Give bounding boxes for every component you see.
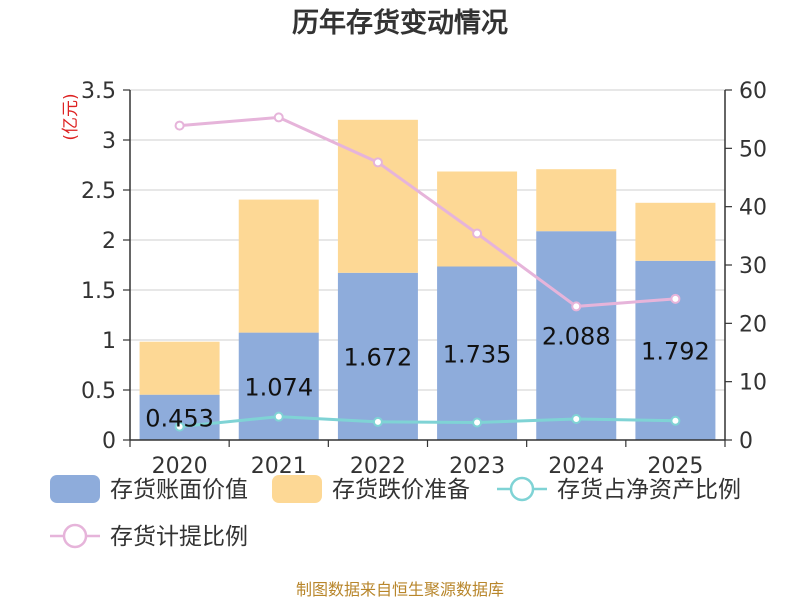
right-axis-tick-label: 60 <box>739 79 767 104</box>
bar-impairment-provision <box>437 171 518 267</box>
legend-provision-ratio-label: 存货计提比例 <box>110 524 248 550</box>
bar-book-value <box>238 332 319 440</box>
provision-ratio-point <box>174 120 185 131</box>
legend-book-value-swatch <box>50 475 100 503</box>
x-axis-tick-label: 2022 <box>350 454 406 479</box>
left-axis-tick-label: 2.5 <box>81 179 116 204</box>
right-axis-tick-label: 50 <box>739 137 767 162</box>
net-asset-ratio-line <box>179 415 676 429</box>
bar-impairment-provision <box>536 169 617 232</box>
legend-provision-ratio-marker <box>62 523 88 549</box>
bar-value-label: 1.792 <box>641 337 710 365</box>
bar-impairment-provision <box>635 202 716 261</box>
bar-book-value <box>536 231 617 440</box>
provision-ratio-point <box>670 293 681 304</box>
provision-ratio-point <box>571 301 582 312</box>
left-axis-tick-label: 1.5 <box>81 279 116 304</box>
bar-layer <box>139 119 716 440</box>
left-axis-unit-label: (亿元) <box>61 93 81 140</box>
bar-value-label: 2.088 <box>542 323 611 351</box>
bar-impairment-provision <box>238 199 319 333</box>
right-axis-tick-label: 30 <box>739 254 767 279</box>
bar-book-value <box>337 272 418 440</box>
legend-net-asset-ratio-label: 存货占净资产比例 <box>557 477 741 503</box>
x-axis-tick-label: 2025 <box>647 454 703 479</box>
left-axis-tick-label: 2 <box>102 229 116 254</box>
net-asset-ratio-point <box>472 417 483 428</box>
net-asset-ratio-point <box>571 414 582 424</box>
left-axis-tick-label: 0 <box>102 429 116 454</box>
source-note: 制图数据来自恒生聚源数据库 <box>296 580 504 599</box>
net-asset-ratio-point <box>174 421 185 432</box>
net-asset-ratio-point <box>273 411 284 422</box>
net-asset-ratio-point <box>670 415 681 426</box>
bar-impairment-provision <box>337 119 418 273</box>
chart-title: 历年存货变动情况 <box>292 7 508 39</box>
bar-book-value <box>635 260 716 440</box>
legend-impairment-provision-label: 存货跌价准备 <box>332 477 470 503</box>
bar-book-value <box>139 394 220 440</box>
left-axis-tick-label: 1 <box>102 329 116 354</box>
net-asset-ratio-point <box>372 416 383 427</box>
left-axis-tick-label: 3.5 <box>81 79 116 104</box>
left-axis-tick-label: 3 <box>102 129 116 154</box>
right-axis-tick-label: 40 <box>739 196 767 221</box>
right-axis-tick-label: 0 <box>739 429 753 454</box>
x-axis-tick-label: 2024 <box>548 454 604 479</box>
bar-book-value <box>437 266 518 440</box>
provision-ratio-point <box>273 112 284 123</box>
legend-impairment-provision-swatch <box>272 475 322 503</box>
gridlines <box>130 89 725 391</box>
x-axis-tick-label: 2020 <box>152 454 208 479</box>
legend-book-value-label: 存货账面价值 <box>110 477 248 503</box>
bar-value-label: 1.735 <box>443 340 512 368</box>
bar-impairment-provision <box>139 341 220 395</box>
provision-ratio-point <box>372 157 383 168</box>
provision-ratio-point <box>472 228 483 239</box>
data-labels: 0.453 1.074 1.672 1.735 2.088 1.792 <box>145 323 710 433</box>
right-axis-tick-label: 10 <box>739 371 767 396</box>
right-axis-tick-label: 20 <box>739 312 767 337</box>
bar-value-label: 1.672 <box>344 343 413 371</box>
bar-value-label: 1.074 <box>244 373 313 401</box>
x-axis-tick-label: 2021 <box>251 454 307 479</box>
left-axis-tick-label: 0.5 <box>81 379 116 404</box>
legend-net-asset-ratio-marker <box>509 476 535 502</box>
provision-ratio-line <box>179 115 676 308</box>
bar-value-label: 0.453 <box>145 404 214 432</box>
axes: 0 0.5 1 1.5 2 2.5 3 3.5 0 10 20 30 40 50 60 2020 2021 202… <box>81 79 767 479</box>
x-axis-tick-label: 2023 <box>449 454 505 479</box>
line-layer <box>174 112 681 432</box>
